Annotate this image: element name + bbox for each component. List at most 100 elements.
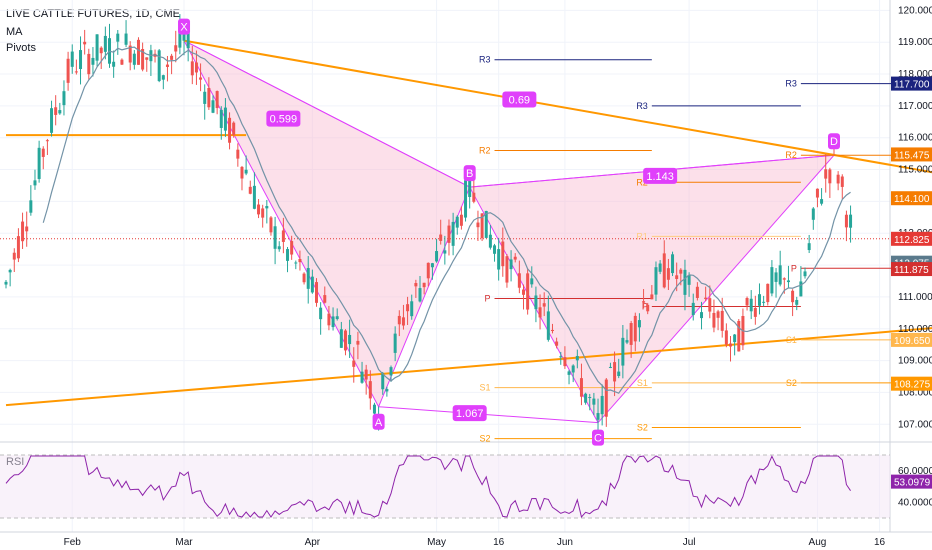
candle-body (4, 281, 8, 285)
candle (712, 299, 716, 333)
candle (762, 295, 766, 307)
candle (410, 294, 414, 320)
price-tag-box (891, 262, 932, 277)
candle-body (418, 288, 422, 302)
rsi-line (5, 455, 851, 519)
candle-body (348, 334, 352, 345)
candle (95, 34, 99, 67)
point-b-box (463, 165, 476, 182)
candle (273, 216, 277, 265)
candle-body (613, 362, 617, 382)
candle (136, 37, 140, 65)
y-tick-label: 118.000 (898, 69, 932, 80)
candle (530, 266, 534, 288)
candle-body (83, 41, 87, 45)
candle (658, 260, 662, 275)
candle (563, 346, 567, 369)
candle-body (464, 180, 468, 218)
candle-body (165, 64, 169, 67)
candle (476, 210, 480, 242)
candle (836, 171, 840, 191)
candle-body (534, 295, 538, 310)
candle-body (517, 273, 521, 288)
candle (596, 398, 600, 432)
price-tag-text: 109.650 (894, 336, 931, 347)
pivot-label-r2: R2 (636, 177, 648, 187)
candle-body (592, 398, 596, 405)
ratio-label-text: 1.067 (456, 408, 484, 420)
candle-body (269, 217, 273, 233)
candle (501, 227, 505, 277)
price-tag-text: 114.100 (894, 194, 930, 205)
candle (199, 63, 203, 92)
candle (141, 42, 145, 72)
candle (571, 364, 575, 383)
point-c-text: C (594, 433, 602, 445)
candle-body (451, 221, 455, 246)
candle-body (480, 213, 484, 239)
candle-body (435, 251, 439, 262)
candle (356, 331, 360, 360)
candle-body (381, 373, 385, 390)
candle (323, 286, 327, 304)
ratio-label: 1.143 (643, 167, 678, 184)
candle (70, 44, 74, 74)
pivots-indicator-label[interactable]: Pivots (6, 42, 36, 54)
candle (695, 282, 699, 301)
candle-body (757, 294, 761, 306)
candle (737, 318, 741, 352)
candle-body (343, 330, 347, 351)
candle (708, 285, 712, 319)
rsi-value-tag (891, 474, 932, 489)
pivot-levels: R3 R2 P S1 S2 R3 R2 R1 P S1 S2 R3 R2 P S1 S2 (0, 55, 932, 444)
candle-body (145, 57, 149, 60)
ratio-label-box (452, 405, 487, 422)
point-d: D (828, 133, 840, 150)
candle (232, 121, 236, 138)
candle (770, 260, 774, 297)
candle (4, 280, 8, 289)
candle-body (729, 343, 732, 347)
trendline-lower (5, 327, 932, 407)
candle-body (315, 282, 318, 303)
candle (149, 44, 153, 76)
candle-body (828, 169, 832, 184)
price-tag-box (891, 191, 932, 206)
candle-body (604, 379, 608, 417)
candle (215, 90, 219, 115)
candle (257, 199, 261, 219)
candle (298, 250, 302, 271)
ma-indicator-label[interactable]: MA (6, 26, 23, 38)
price-tag: 111.875 (891, 262, 932, 277)
candle-body (273, 226, 277, 249)
candle (335, 308, 339, 321)
pivot-label-s1: S1 (786, 335, 797, 345)
candle-body (306, 268, 310, 289)
candle (625, 329, 629, 345)
pivot-label-s1: S1 (480, 383, 491, 393)
candle (58, 102, 62, 115)
price-tag-box (891, 231, 932, 246)
x-tick-label: 16 (493, 537, 505, 548)
x-tick-label: Mar (175, 537, 193, 548)
candle (803, 267, 807, 279)
candle (687, 272, 691, 297)
candle-body (124, 33, 128, 45)
candle (484, 210, 488, 239)
candle (248, 180, 252, 195)
ratio-label-box (643, 167, 678, 184)
candle (642, 289, 646, 309)
candle-body (339, 329, 343, 348)
candle (621, 324, 625, 379)
candle (671, 251, 675, 277)
candle (83, 29, 87, 55)
candle-body (244, 169, 248, 174)
candle (21, 212, 25, 249)
candle-body (33, 180, 37, 186)
candle-body (654, 267, 658, 295)
candle (749, 290, 753, 320)
candle (724, 323, 728, 348)
candle-body (778, 265, 782, 285)
candle-body (505, 256, 509, 283)
